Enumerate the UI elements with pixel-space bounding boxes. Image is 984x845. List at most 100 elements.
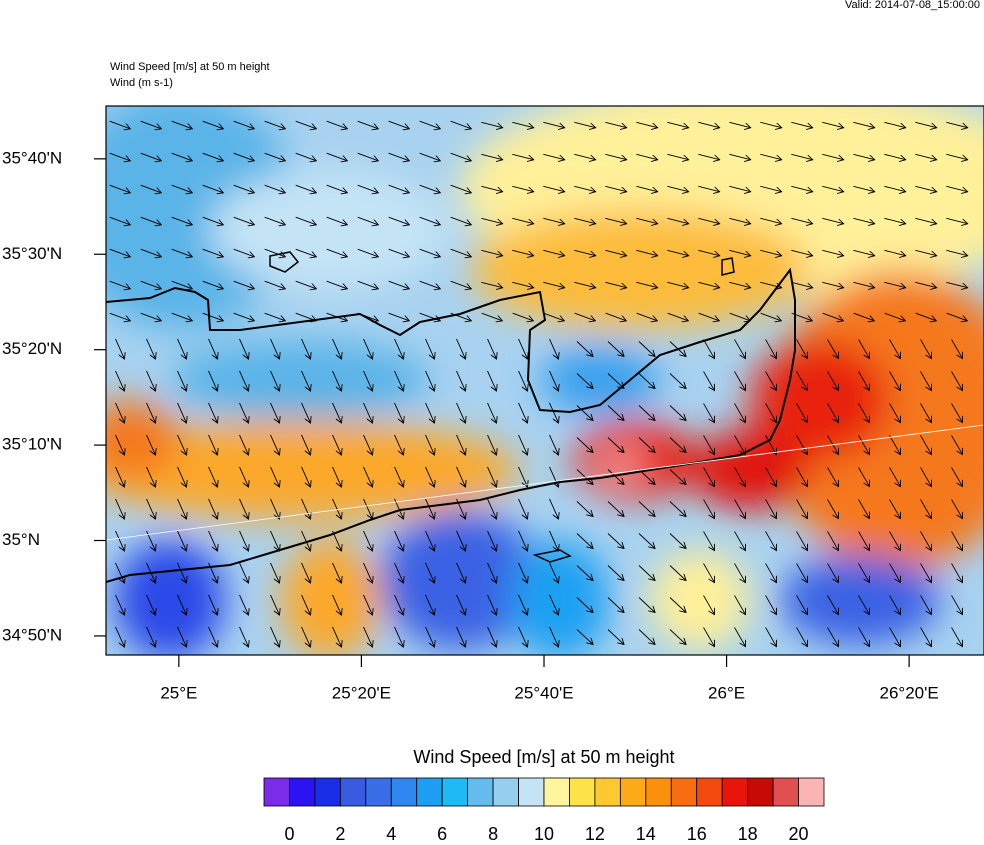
- wind-arrow: [703, 627, 715, 646]
- wind-arrow: [951, 595, 963, 614]
- wind-arrow: [765, 371, 777, 390]
- wind-arrow: [171, 280, 193, 289]
- wind-arrow: [703, 339, 715, 358]
- wind-arrow: [765, 499, 777, 518]
- wind-arrow: [512, 185, 533, 191]
- wind-arrow: [171, 312, 193, 321]
- wind-arrow: [889, 627, 901, 646]
- colorbar-swatch: [569, 777, 596, 807]
- wind-arrow: [270, 402, 280, 423]
- wind-arrow: [146, 466, 156, 487]
- wind-arrow: [765, 435, 777, 454]
- wind-arrow: [295, 152, 317, 161]
- wind-arrow: [946, 121, 967, 127]
- wind-arrow: [115, 498, 125, 519]
- wind-arrow: [363, 594, 373, 615]
- wind-arrow: [920, 563, 932, 582]
- wind-arrow: [239, 434, 249, 455]
- wind-arrow: [729, 249, 750, 255]
- wind-arrow: [827, 499, 839, 518]
- wind-arrow: [638, 629, 655, 645]
- wind-arrow: [889, 371, 901, 390]
- wind-arrow: [146, 370, 156, 391]
- wind-arrow: [239, 402, 249, 423]
- wind-arrow: [796, 435, 808, 454]
- wind-arrow: [295, 184, 317, 193]
- wind-arrow: [425, 626, 435, 647]
- wind-arrow: [270, 562, 280, 583]
- wind-arrow: [760, 185, 781, 191]
- wind-arrow: [450, 216, 472, 225]
- colorbar-tick-label: 14: [636, 824, 656, 844]
- colorbar-tick-label: 4: [386, 824, 396, 844]
- wind-arrow: [951, 371, 963, 390]
- wind-arrow: [915, 312, 937, 321]
- wind-arrow: [233, 248, 255, 257]
- wind-arrow: [326, 248, 348, 257]
- wind-arrow: [796, 595, 808, 614]
- wind-arrow: [951, 563, 963, 582]
- wind-arrow: [208, 402, 218, 423]
- wind-arrow: [951, 403, 963, 422]
- wind-arrow: [827, 595, 839, 614]
- wind-arrow: [667, 312, 689, 321]
- colorbar-swatch: [747, 777, 774, 807]
- wind-arrow: [332, 562, 342, 583]
- wind-arrow: [822, 217, 843, 223]
- wind-arrow: [889, 403, 901, 422]
- field-title: Wind Speed [m/s] at 50 m height: [110, 61, 270, 73]
- wind-arrow: [543, 121, 564, 127]
- wind-arrow: [171, 120, 193, 129]
- wind-arrow: [884, 312, 906, 321]
- wind-arrow: [638, 533, 655, 549]
- wind-arrow: [605, 249, 626, 255]
- wind-arrow: [607, 341, 624, 357]
- wind-arrow: [858, 467, 870, 486]
- wind-arrow: [636, 281, 657, 287]
- wind-arrow: [574, 185, 595, 191]
- wind-arrow: [146, 402, 156, 423]
- colorbar-tick-label: 0: [284, 824, 294, 844]
- wind-arrow: [638, 341, 655, 357]
- wind-arrow: [264, 248, 286, 257]
- wind-arrow: [425, 466, 435, 487]
- wind-arrow: [357, 280, 379, 289]
- wind-arrow: [264, 312, 286, 321]
- wind-arrow: [920, 531, 932, 550]
- wind-arrow: [109, 312, 131, 321]
- wind-arrow: [394, 530, 404, 551]
- wind-arrow: [363, 402, 373, 423]
- lat-tick-label: 34°50'N: [2, 625, 62, 644]
- wind-arrow: [915, 217, 936, 223]
- wind-arrow: [827, 403, 839, 422]
- wind-arrow: [301, 338, 311, 359]
- wind-arrow: [295, 120, 317, 129]
- wind-arrow: [915, 281, 936, 287]
- wind-arrow: [734, 531, 746, 550]
- wind-arrow: [853, 281, 874, 287]
- wind-arrow: [487, 626, 497, 647]
- wind-arrow: [481, 153, 502, 159]
- wind-arrow: [239, 530, 249, 551]
- colorbar-swatch: [721, 777, 749, 807]
- wind-arrow: [363, 338, 373, 359]
- wind-arrow: [638, 437, 655, 453]
- colorbar-swatch: [619, 777, 647, 807]
- wind-arrow: [951, 531, 963, 550]
- wind-arrow: [109, 280, 131, 289]
- wind-arrow: [202, 248, 224, 257]
- wind-arrow: [270, 594, 280, 615]
- wind-arrow: [332, 402, 342, 423]
- wind-arrow: [765, 339, 777, 358]
- wind-arrow: [822, 153, 843, 159]
- wind-arrow: [456, 562, 466, 583]
- wind-arrow: [698, 281, 719, 287]
- wind-arrow: [636, 153, 657, 159]
- wind-arrow: [576, 405, 593, 421]
- lat-tick-label: 35°30'N: [2, 244, 62, 263]
- wind-arrow: [301, 594, 311, 615]
- wind-arrow: [239, 498, 249, 519]
- wind-arrow: [326, 280, 348, 289]
- island: [269, 251, 300, 273]
- wind-arrow: [388, 120, 410, 129]
